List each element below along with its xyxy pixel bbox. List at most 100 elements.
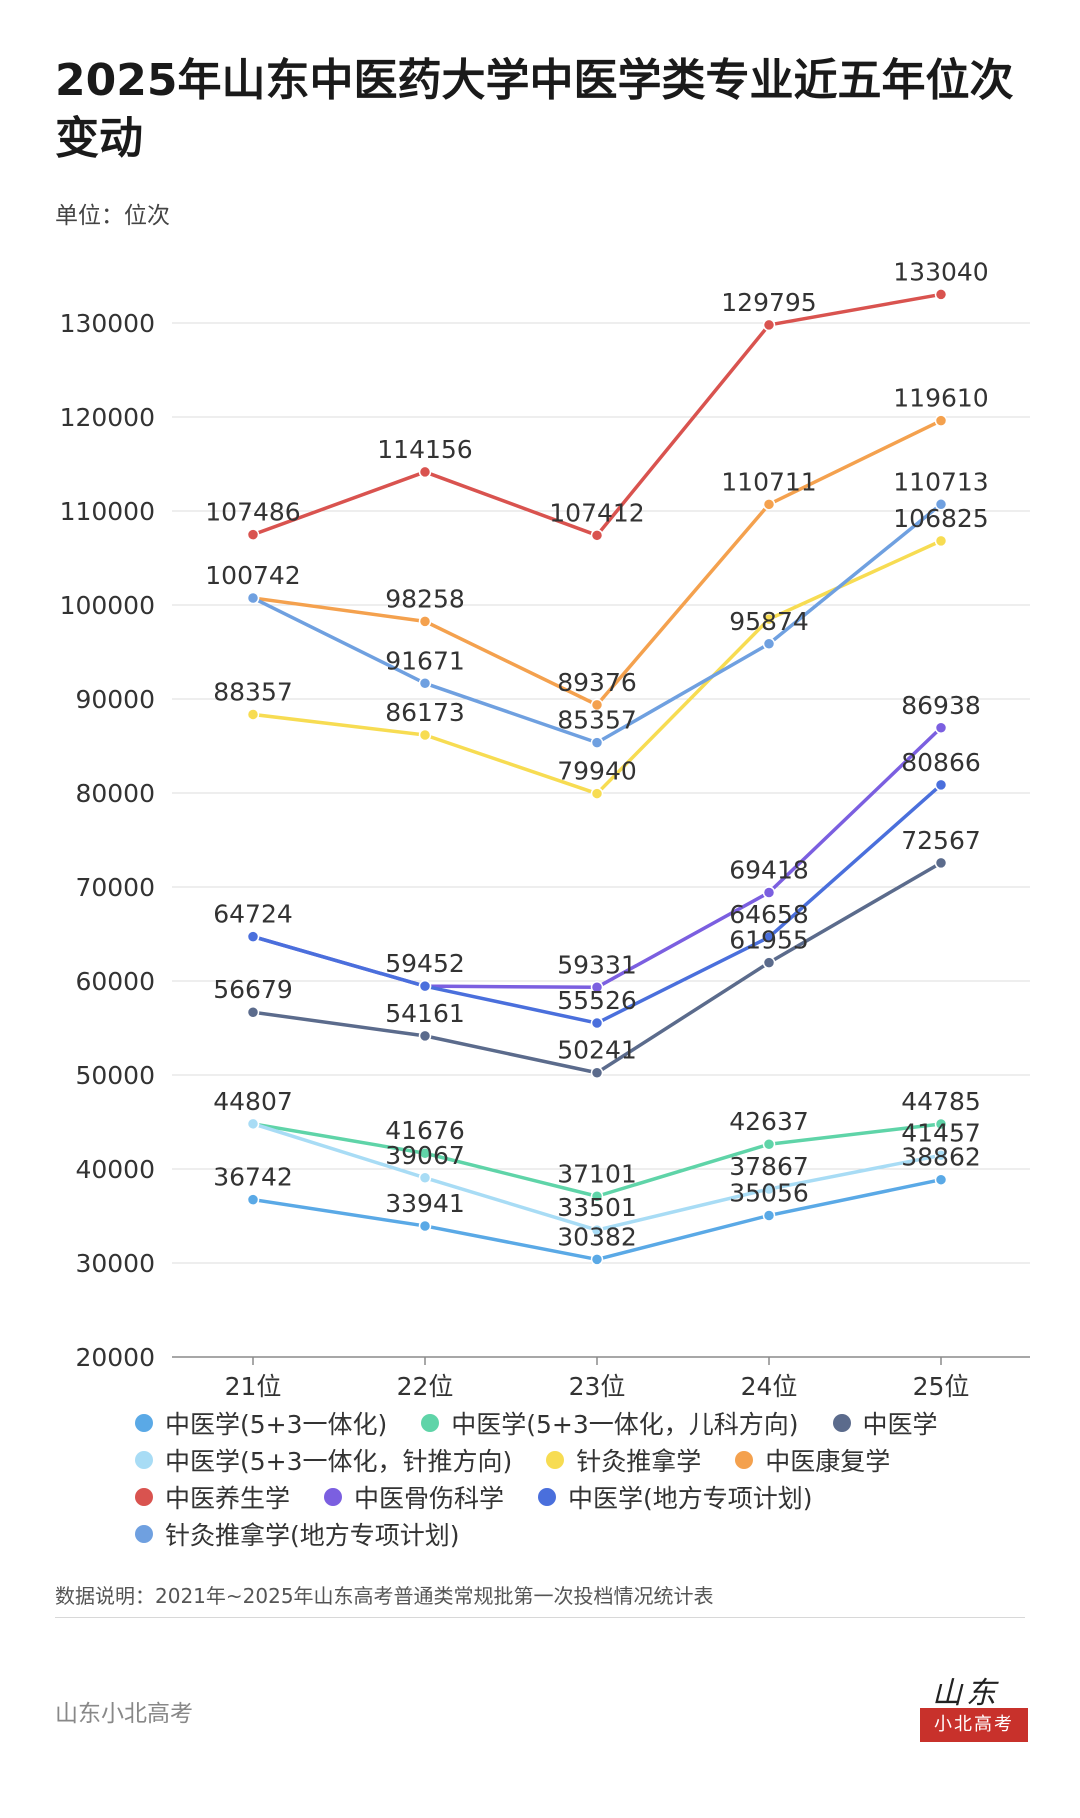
legend-item: 中医学 xyxy=(832,1405,938,1441)
data-label: 44785 xyxy=(901,1087,981,1116)
data-point xyxy=(590,1066,604,1079)
data-point xyxy=(762,930,776,944)
series-line xyxy=(252,419,942,707)
divider xyxy=(55,1617,1025,1618)
legend-swatch xyxy=(324,1488,342,1506)
data-label: 56679 xyxy=(213,975,293,1004)
x-tick-label: 24位 xyxy=(741,1372,798,1400)
y-tick-label: 40000 xyxy=(75,1155,155,1184)
data-point xyxy=(418,979,432,993)
data-label: 55526 xyxy=(557,986,637,1015)
legend-label: 针灸推拿学(地方专项计划) xyxy=(165,1521,460,1550)
data-point xyxy=(418,1029,432,1043)
data-point xyxy=(590,736,604,749)
data-point xyxy=(762,886,776,899)
y-tick-label: 100000 xyxy=(60,591,155,620)
data-point xyxy=(590,787,604,800)
data-point xyxy=(246,930,260,943)
data-label: 59452 xyxy=(385,949,465,978)
y-tick-label: 120000 xyxy=(60,403,155,432)
data-label: 89376 xyxy=(557,668,637,697)
y-tick-label: 80000 xyxy=(75,779,155,808)
legend-swatch xyxy=(135,1414,153,1432)
data-labels: 107486 114156 107412 129795 133040 100742 9825… xyxy=(205,257,988,1251)
y-tick-label: 30000 xyxy=(75,1249,155,1278)
data-label: 133040 xyxy=(893,257,988,286)
legend-swatch xyxy=(135,1488,153,1506)
brand-script: 山东 xyxy=(932,1676,1000,1711)
data-label: 88357 xyxy=(213,677,293,706)
data-label: 33941 xyxy=(385,1189,465,1218)
data-label: 114156 xyxy=(377,435,472,464)
data-label: 95874 xyxy=(729,607,809,636)
data-label: 37101 xyxy=(557,1159,637,1188)
data-label: 35056 xyxy=(729,1178,809,1207)
brand-logo: 山东 小北高考 xyxy=(920,1668,1028,1744)
data-label: 64658 xyxy=(729,900,809,929)
series-points xyxy=(246,288,948,1266)
y-tick-label: 110000 xyxy=(60,497,155,526)
legend-item: 中医学(地方专项计划) xyxy=(538,1479,813,1515)
data-point xyxy=(934,414,948,427)
data-label: 39067 xyxy=(385,1141,465,1170)
data-point xyxy=(934,288,948,301)
data-label: 41457 xyxy=(901,1118,981,1147)
data-label: 107486 xyxy=(205,498,300,527)
legend-swatch xyxy=(538,1488,556,1506)
legend-swatch xyxy=(832,1414,851,1432)
data-point xyxy=(762,637,776,651)
data-note: 数据说明：2021年~2025年山东高考普通类常规批第一次投档情况统计表 xyxy=(55,1584,714,1608)
data-label: 86173 xyxy=(385,698,465,727)
data-label: 33501 xyxy=(557,1193,637,1222)
legend-item: 中医学(5+3一体化，儿科方向) xyxy=(421,1405,799,1441)
data-point xyxy=(418,728,432,742)
data-point xyxy=(590,698,604,712)
data-point xyxy=(934,721,948,735)
data-label: 42637 xyxy=(729,1107,809,1136)
data-label: 72567 xyxy=(901,826,981,855)
data-point xyxy=(934,1117,948,1131)
chart-title: 2025年山东中医药大学中医学类专业近五年位次变动 xyxy=(55,55,1014,164)
data-label: 119610 xyxy=(893,384,988,413)
data-point xyxy=(418,615,432,628)
legend-label: 中医学(5+3一体化，针推方向) xyxy=(165,1447,513,1476)
legend-item: 针灸推拿学 xyxy=(546,1442,701,1478)
data-point xyxy=(418,677,432,690)
data-point xyxy=(590,529,604,542)
legend-label: 中医康复学 xyxy=(765,1447,891,1476)
legend-label: 中医学(5+3一体化) xyxy=(165,1410,388,1439)
legend-item: 中医康复学 xyxy=(735,1442,890,1478)
line-chart: 20000 30000 40000 50000 60000 70000 80000 90000… xyxy=(60,257,1030,1400)
legend-swatch xyxy=(421,1414,440,1432)
data-point xyxy=(246,591,260,605)
data-point xyxy=(418,1171,432,1185)
data-point xyxy=(934,534,948,548)
data-point xyxy=(590,1190,604,1203)
legend-item: 中医骨伤科学 xyxy=(324,1479,504,1515)
data-label: 36742 xyxy=(213,1163,293,1192)
data-point xyxy=(590,1253,604,1266)
data-label: 100742 xyxy=(205,561,300,590)
y-axis: 20000 30000 40000 50000 60000 70000 80000 90000… xyxy=(60,309,155,1372)
data-label: 107412 xyxy=(549,498,644,527)
legend-label: 中医骨伤科学 xyxy=(354,1484,505,1513)
data-point xyxy=(934,498,948,511)
data-label: 37867 xyxy=(729,1152,809,1181)
data-point xyxy=(246,528,260,541)
data-label: 50241 xyxy=(557,1036,637,1065)
y-tick-label: 50000 xyxy=(75,1061,155,1090)
data-label: 85357 xyxy=(557,706,637,735)
data-point xyxy=(418,1146,432,1160)
data-point xyxy=(762,1137,776,1151)
legend-label: 中医学(5+3一体化，儿科方向) xyxy=(451,1410,799,1439)
data-point xyxy=(762,498,776,511)
data-label: 129795 xyxy=(721,288,816,317)
data-label: 69418 xyxy=(729,855,809,884)
data-point xyxy=(590,1016,604,1030)
data-label: 86938 xyxy=(901,691,981,720)
data-point xyxy=(246,1117,260,1131)
data-point xyxy=(762,612,776,626)
legend-swatch xyxy=(546,1451,565,1469)
data-point xyxy=(762,1209,776,1222)
y-tick-label: 130000 xyxy=(60,309,155,338)
